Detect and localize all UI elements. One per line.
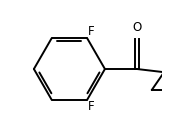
Text: F: F [88,100,94,113]
Text: O: O [132,21,142,34]
Text: F: F [88,25,94,38]
